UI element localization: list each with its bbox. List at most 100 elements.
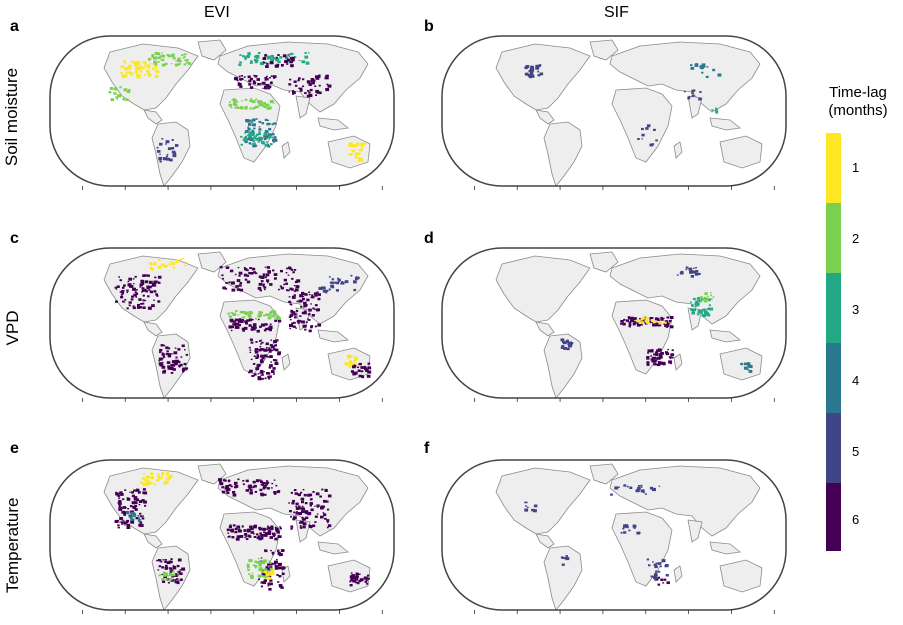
lag-pixel [176, 578, 179, 580]
lag-pixel [361, 375, 365, 379]
lag-pixel [690, 308, 694, 311]
lag-pixel [170, 261, 173, 264]
lag-pixel [668, 360, 673, 364]
lag-pixel [260, 480, 264, 483]
lag-pixel [307, 52, 310, 54]
lag-pixel [153, 56, 158, 60]
lag-pixel [119, 491, 123, 494]
lag-pixel [259, 488, 263, 492]
lag-pixel [245, 489, 249, 492]
lag-pixel [655, 574, 658, 577]
landmass [197, 39, 227, 61]
lag-pixel [252, 80, 256, 83]
lag-pixel [248, 573, 251, 575]
lag-pixel [175, 60, 177, 62]
lag-pixel [262, 283, 265, 286]
lag-pixel [309, 502, 313, 505]
lag-pixel [136, 306, 141, 309]
lag-pixel [161, 573, 164, 576]
lag-pixel [281, 572, 285, 575]
lag-pixel [234, 318, 238, 322]
lag-pixel [294, 316, 297, 319]
lag-pixel [249, 267, 252, 270]
lag-pixel [252, 326, 255, 328]
lag-pixel [651, 356, 654, 359]
lag-pixel [528, 70, 532, 73]
lag-pixel [525, 505, 528, 507]
lag-pixel [156, 559, 158, 562]
lag-pixel [299, 87, 303, 90]
lag-pixel [165, 578, 168, 581]
lag-pixel [260, 348, 264, 351]
lag-pixel [118, 506, 123, 510]
lag-pixel [316, 308, 320, 312]
lag-pixel [258, 275, 262, 279]
lag-pixel [154, 63, 158, 66]
lag-pixel [177, 348, 181, 351]
lag-pixel [169, 567, 173, 570]
lag-pixel [276, 63, 280, 67]
lag-pixel [355, 157, 357, 159]
lag-pixel [695, 300, 699, 303]
lag-pixel [237, 82, 242, 87]
lag-pixel [666, 581, 670, 584]
lag-pixel [560, 346, 564, 349]
lag-pixel [669, 316, 674, 319]
lag-pixel [300, 491, 303, 494]
lag-pixel [294, 288, 299, 292]
lag-pixel [272, 367, 276, 370]
lag-pixel [654, 363, 657, 366]
lag-pixel [265, 130, 269, 134]
lag-pixel [124, 62, 127, 64]
lag-pixel [664, 324, 668, 327]
lag-pixel [263, 329, 267, 332]
lag-pixel [301, 505, 304, 508]
lag-pixel [657, 570, 661, 573]
lag-pixel [275, 527, 279, 530]
lag-pixel [241, 525, 244, 528]
lag-pixel [349, 360, 352, 363]
lag-pixel [690, 64, 693, 67]
lag-pixel [625, 319, 629, 322]
lag-pixel [263, 568, 268, 571]
lag-pixel [142, 288, 147, 292]
lag-pixel [115, 492, 120, 496]
lag-pixel [251, 138, 255, 140]
lag-pixel [639, 318, 641, 320]
lag-pixel [539, 72, 544, 76]
lag-pixel [269, 323, 272, 325]
lag-pixel [147, 295, 150, 298]
lag-pixel [361, 142, 366, 146]
lag-pixel [122, 498, 125, 501]
lag-pixel [364, 580, 368, 583]
lag-pixel [259, 479, 262, 481]
lag-pixel [225, 485, 230, 488]
lag-pixel [694, 64, 699, 67]
lag-pixel [347, 357, 350, 360]
lag-pixel [167, 354, 172, 358]
lag-pixel [184, 265, 187, 267]
lag-pixel [260, 339, 263, 341]
lag-pixel [656, 578, 659, 580]
lag-pixel [161, 58, 165, 61]
lag-pixel [248, 132, 253, 136]
lag-pixel [242, 139, 246, 141]
lag-pixel [663, 323, 666, 325]
lag-pixel [531, 75, 535, 78]
lag-pixel [298, 505, 301, 508]
lag-pixel [307, 512, 311, 516]
lag-pixel [255, 98, 258, 101]
lag-pixel [306, 94, 311, 98]
lag-pixel [273, 122, 276, 125]
lag-pixel [274, 319, 278, 322]
lag-pixel [132, 278, 135, 280]
lag-pixel [251, 133, 254, 136]
lag-pixel [658, 361, 661, 364]
lag-pixel [292, 311, 296, 314]
lag-pixel [649, 317, 654, 320]
landmass [589, 463, 619, 485]
lag-pixel [232, 491, 236, 494]
lag-pixel [287, 274, 290, 276]
lag-pixel [288, 502, 290, 504]
lag-pixel [347, 362, 351, 365]
